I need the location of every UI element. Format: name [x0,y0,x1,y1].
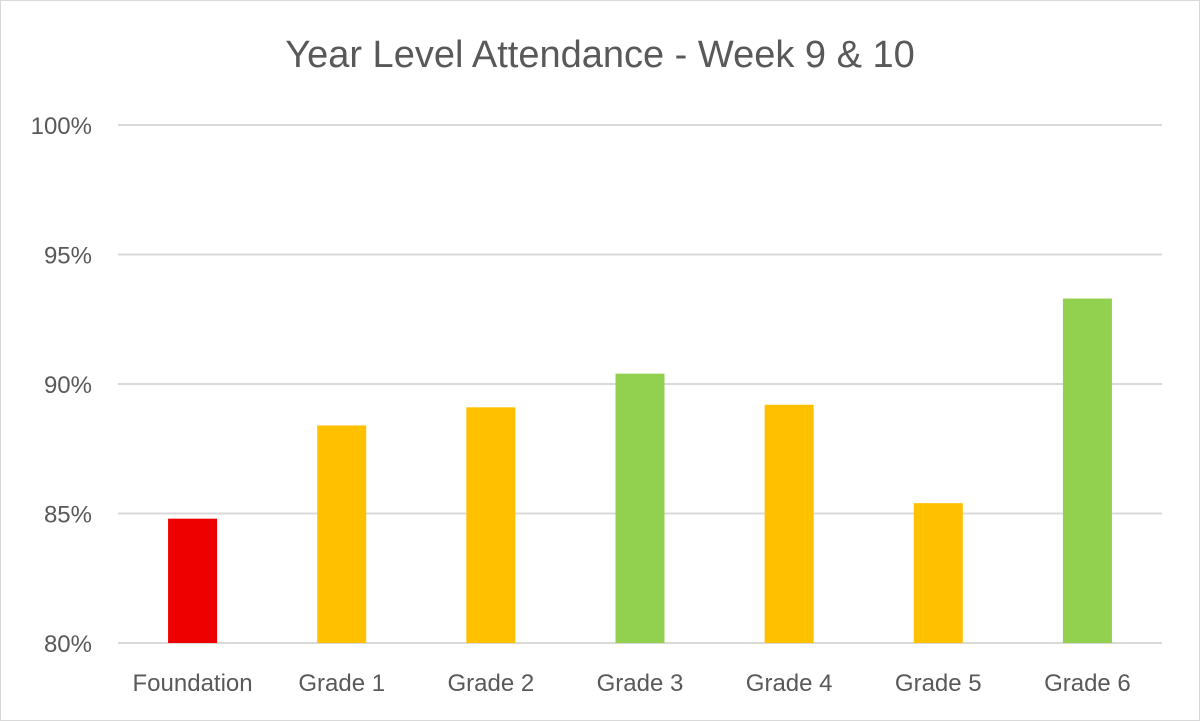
y-tick-label: 85% [44,502,92,529]
y-tick-label: 100% [31,113,92,140]
y-tick-label: 80% [44,631,92,658]
x-category-label: Foundation [133,670,253,697]
x-category-label: Grade 5 [895,670,982,697]
y-tick-label: 95% [44,243,92,270]
chart-title: Year Level Attendance - Week 9 & 10 [285,34,915,76]
x-category-label: Grade 6 [1044,670,1131,697]
x-category-label: Grade 4 [746,670,833,697]
bar [1062,298,1112,643]
x-category-label: Grade 2 [447,670,534,697]
bar [466,407,516,643]
bar [764,404,814,643]
bar [317,425,367,643]
y-axis-ticks: 80% 85% 90% 95% 100% [31,113,92,658]
x-axis-categories: Foundation Grade 1 Grade 2 Grade 3 Grade 4 Gr… [133,670,1131,697]
bar [168,518,218,643]
x-category-label: Grade 1 [298,670,385,697]
bar [913,503,963,643]
x-category-label: Grade 3 [597,670,684,697]
y-tick-label: 90% [44,372,92,399]
bar [615,373,665,643]
bars [168,298,1112,643]
